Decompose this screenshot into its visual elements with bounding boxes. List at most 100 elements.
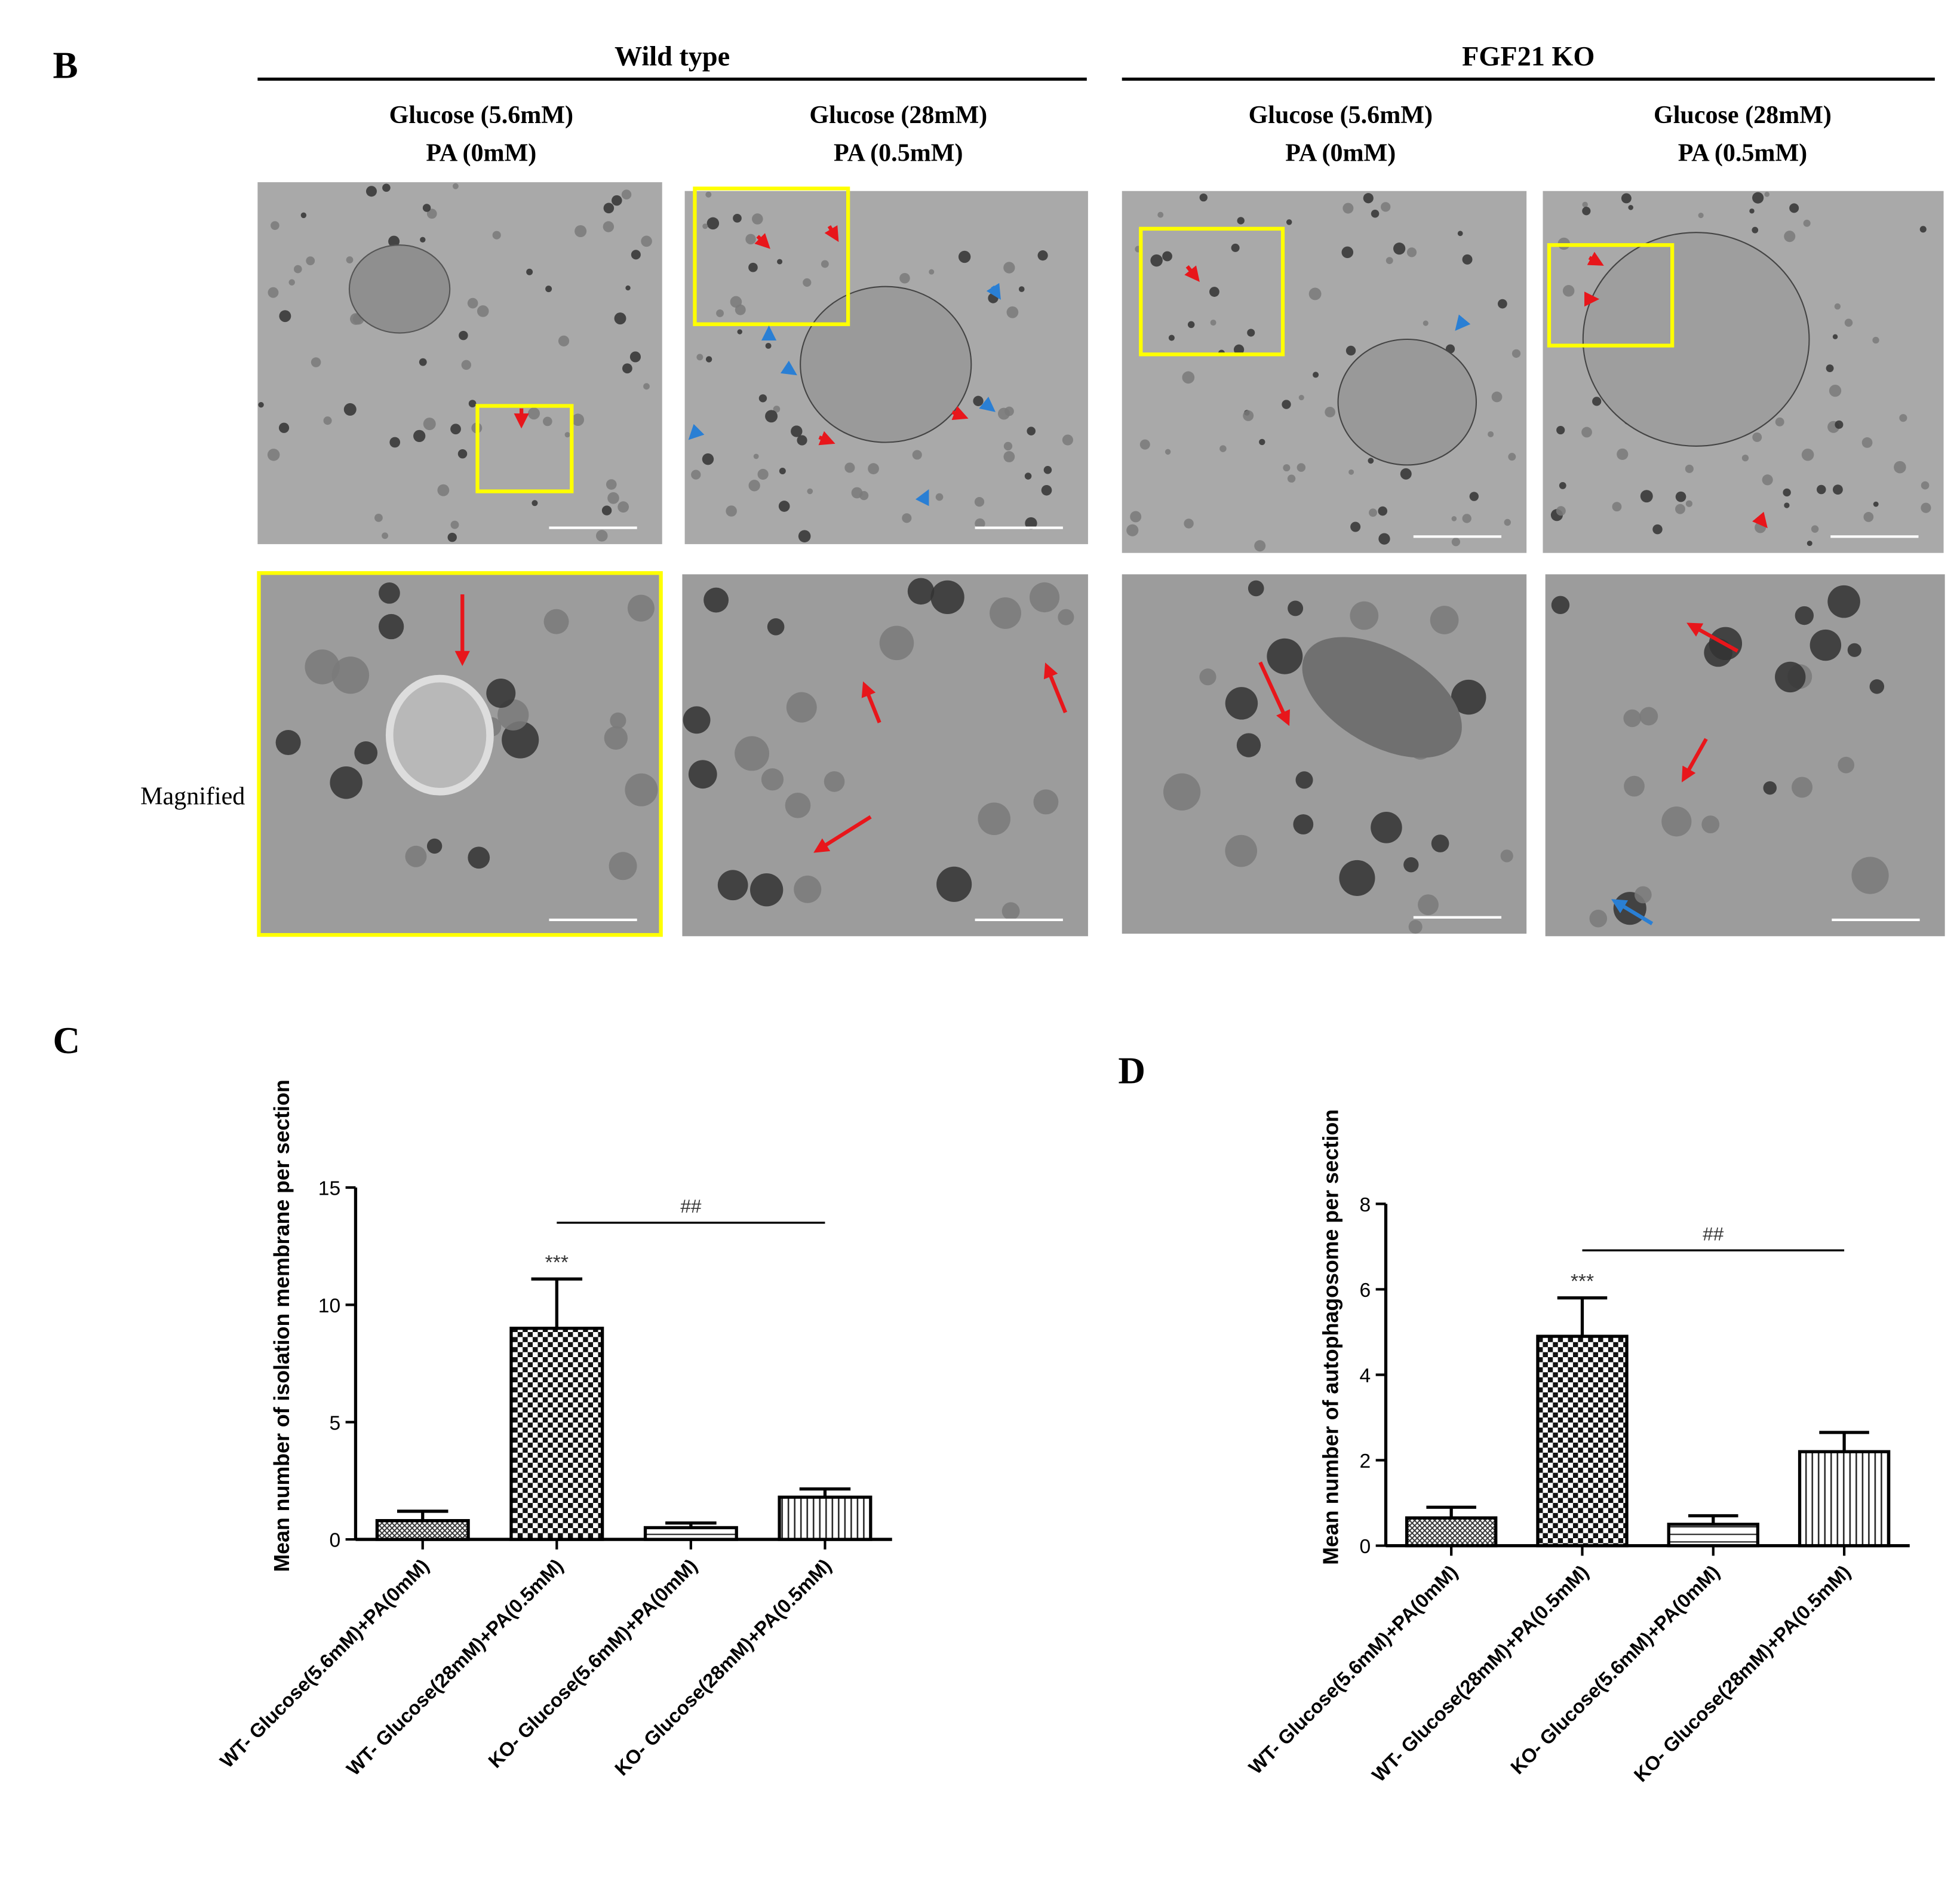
organelle [737,329,742,335]
nucleus [348,244,451,334]
organelle [1406,247,1417,257]
organelle [1462,514,1471,523]
organelle [1462,254,1473,265]
organelle [477,305,489,317]
organelle [1058,609,1074,625]
organelle [572,413,585,426]
significance: ## [1703,1223,1724,1244]
organelle [1869,679,1885,694]
organelle [1624,775,1645,797]
highlight-box [1139,226,1285,357]
organelle [1752,192,1764,204]
organelle [627,594,655,622]
organelle [929,269,935,275]
organelle [614,312,626,325]
organelle [1634,886,1652,904]
arrow [813,815,872,853]
organelle [379,582,400,604]
highlight-box [475,404,574,493]
organelle [779,467,786,475]
scale-bar [975,526,1063,529]
organelle [1041,484,1052,496]
organelle [1408,920,1423,934]
organelle [450,424,461,435]
organelle [1243,410,1254,421]
y-tick-label: 6 [1360,1280,1371,1302]
organelle [1003,441,1013,451]
organelle [405,845,427,867]
nucleus [1582,232,1810,447]
organelle [1488,431,1494,437]
organelle [1233,344,1245,355]
organelle [765,410,778,423]
organelle [1784,231,1796,243]
organelle [778,501,790,512]
organelle [419,358,427,366]
panel-label: D [1118,1050,1145,1091]
organelle [1826,364,1834,372]
organelle [1168,335,1175,341]
organelle [1921,481,1930,490]
organelle [683,706,711,734]
organelle [612,195,622,206]
organelle [1562,285,1575,297]
organelle [595,530,608,542]
organelle [821,260,829,268]
organelle [748,480,760,492]
organelle [382,183,391,192]
condition-label: Glucose (28mM) [1654,102,1832,129]
organelle [1199,668,1216,686]
organelle [459,330,468,340]
organelle [486,678,516,708]
organelle [1236,733,1261,757]
arrow [915,489,929,507]
organelle [1267,638,1303,674]
organelle [1165,449,1171,455]
organelle [564,432,570,438]
organelle [1589,909,1608,928]
organelle [1621,193,1632,204]
organelle [609,852,637,880]
organelle [912,450,922,460]
organelle [1763,781,1777,795]
organelle [1752,226,1759,234]
organelle [691,470,701,480]
organelle [786,692,817,723]
scale-bar [975,918,1063,922]
organelle [1698,212,1704,219]
organelle [1801,449,1814,461]
bar [509,1327,604,1541]
organelle [629,351,641,363]
organelle [1033,789,1059,815]
organelle [1378,533,1390,545]
organelle [1792,777,1813,798]
significance: *** [1571,1271,1594,1293]
x-tick-label: KO- Glucose(28mM)+PA(0.5mM) [1629,1561,1854,1786]
organelle [702,223,708,229]
organelle [824,771,845,792]
organelle [767,618,785,636]
arrow [1752,511,1768,529]
organelle [279,310,291,323]
organelle [447,532,457,542]
organelle [382,532,389,539]
organelle [975,518,985,529]
organelle [278,422,290,433]
arrow [979,397,996,412]
organelle [258,401,264,408]
organelle [726,505,737,517]
organelle [350,313,362,325]
arrow [861,681,881,723]
organelle [1403,857,1419,873]
arrow [951,406,969,421]
organelle [305,649,340,685]
organelle [785,792,811,818]
organelle [1816,484,1826,495]
organelle [450,520,459,529]
bar [1667,1523,1759,1548]
organelle [526,268,533,275]
organelle [1832,484,1843,495]
organelle [388,235,400,247]
x-tick-label: WT- Glucose(28mM)+PA(0.5mM) [1368,1561,1593,1786]
